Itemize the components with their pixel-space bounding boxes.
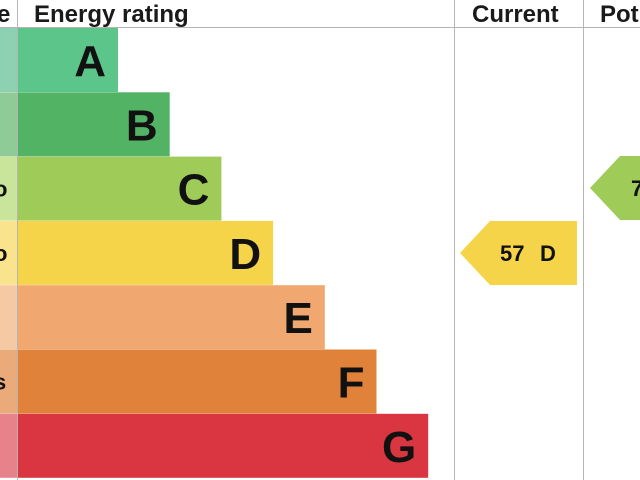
current-band: D [540,241,556,266]
band-letter-d: D [229,230,261,279]
score-cell-g [0,413,17,478]
band-letter-a: A [74,37,106,86]
current-score: 57 [500,241,524,266]
band-bar-g [18,413,429,478]
band-bar-a [18,28,118,92]
potential-rating-arrow: 7 [590,156,640,220]
score-cell-e [0,285,17,350]
band-bar-e [18,285,325,350]
score-cell-d [0,220,17,285]
current-header: Current [472,1,559,28]
band-bar-f [18,349,377,414]
energy-rating-header: Energy rating [34,1,189,28]
band-letter-e: E [283,294,312,343]
band-bar-c [18,156,222,221]
score-cell-text: o [0,177,7,202]
score-cell-b [0,92,17,157]
band-bar-b [18,92,170,157]
band-letter-b: B [126,101,158,150]
current-rating-arrow: 57 D [460,221,577,285]
potential-score: 7 [631,176,640,201]
band-letter-g: G [382,423,416,472]
rating-bands: ABoCoDiEsFG [0,28,429,478]
score-cell-text: s [0,370,6,395]
band-bar-d [18,220,274,285]
score-cell-f [0,349,17,414]
band-letter-c: C [178,166,210,215]
score-cell-a [0,28,17,92]
potential-header: Pot [600,1,639,28]
score-header: e [0,1,10,28]
potential-arrow-shape [590,156,640,220]
score-cell-text: o [0,241,7,266]
band-letter-f: F [338,359,365,408]
score-cell-c [0,156,17,221]
current-arrow-shape [460,221,577,285]
